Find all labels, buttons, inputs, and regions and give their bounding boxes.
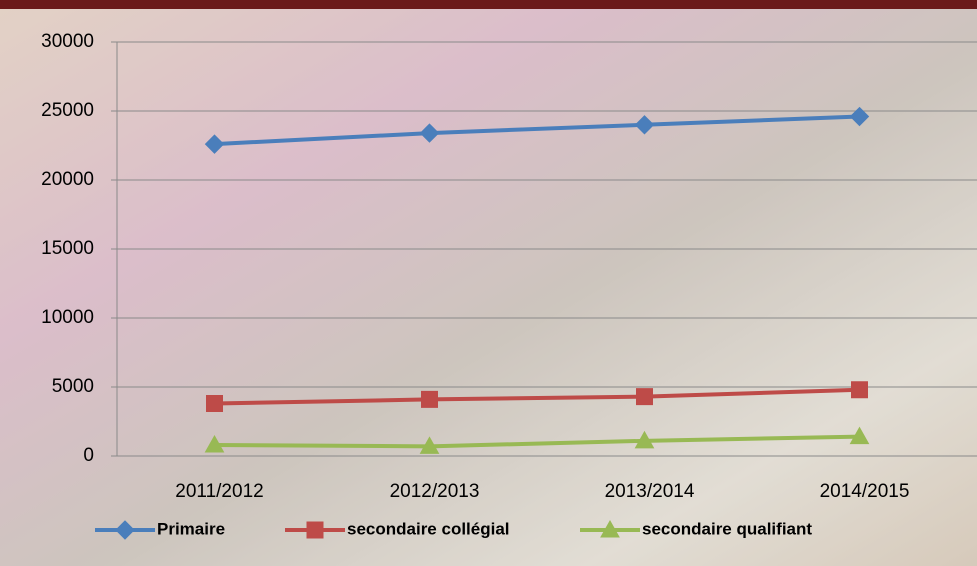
y-tick-label: 20000 (41, 169, 94, 190)
y-tick-label: 0 (83, 445, 94, 466)
y-tick-label: 30000 (41, 31, 94, 52)
legend-label: secondaire qualifiant (642, 519, 812, 538)
x-tick-label: 2013/2014 (605, 481, 695, 502)
top-band (0, 0, 977, 9)
x-tick-label: 2011/2012 (175, 481, 263, 502)
y-tick-label: 15000 (41, 238, 94, 259)
chart: 0 5000 10000 15000 20000 25000 30000 2011/2012 2… (0, 0, 977, 566)
legend-marker (307, 522, 323, 538)
y-tick-label: 5000 (52, 376, 94, 397)
point (207, 396, 223, 412)
x-tick-label: 2012/2013 (390, 481, 480, 502)
legend-label: secondaire collégial (347, 519, 510, 538)
page: 0 5000 10000 15000 20000 25000 30000 2011/2012 2… (0, 0, 977, 566)
y-tick-label: 25000 (41, 100, 94, 121)
point (637, 389, 653, 405)
x-tick-label: 2014/2015 (820, 481, 910, 502)
point (852, 382, 868, 398)
legend-label: Primaire (157, 519, 225, 538)
point (422, 391, 438, 407)
y-tick-label: 10000 (41, 307, 94, 328)
